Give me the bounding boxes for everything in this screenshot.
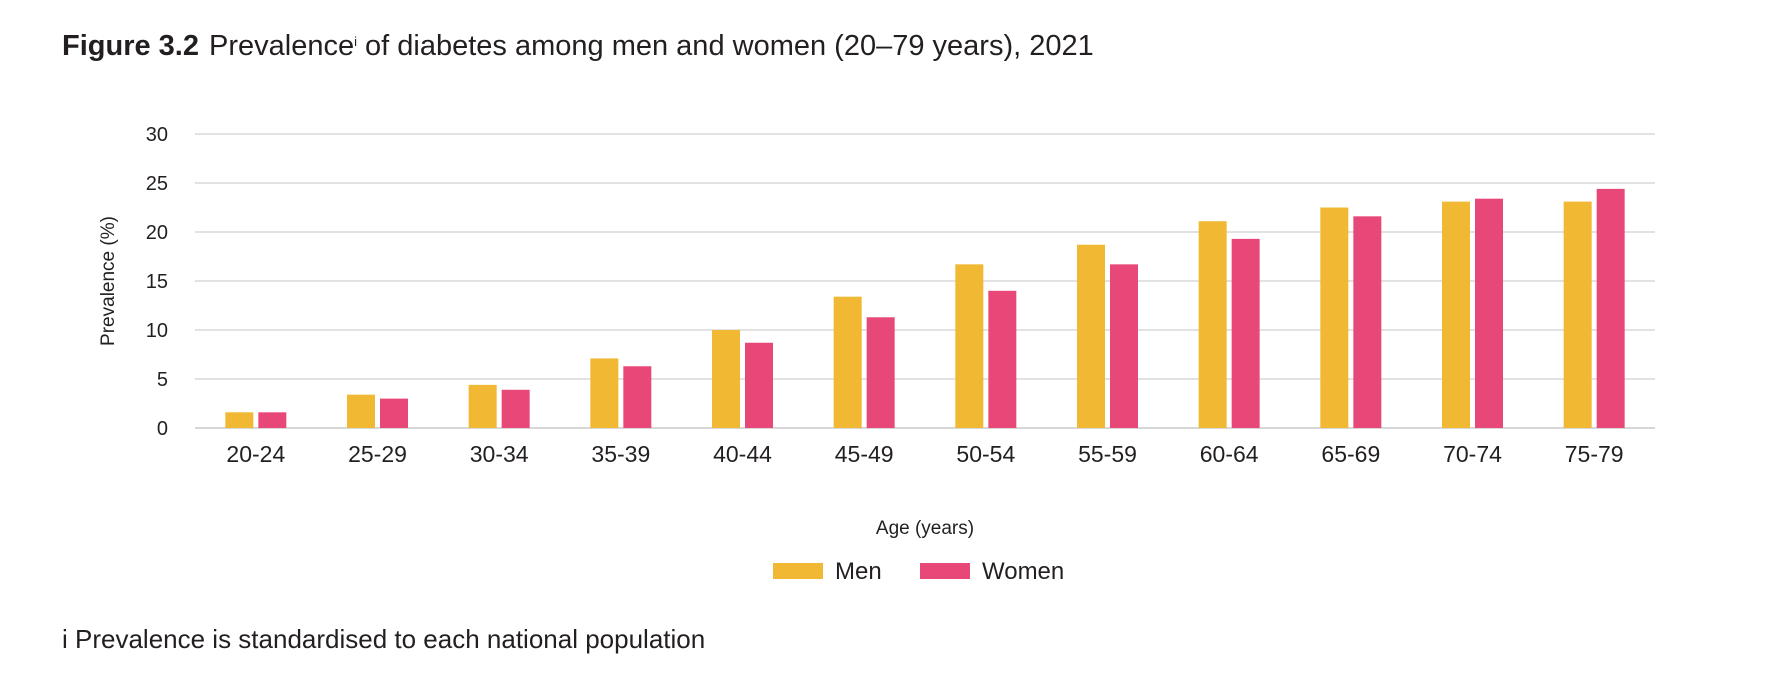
bar-women-65-69 <box>1353 216 1382 428</box>
figure-title: Figure 3.2 Prevalencei of diabetes among … <box>62 30 1094 63</box>
legend-label-women: Women <box>982 558 1064 585</box>
x-tick-label: 50-54 <box>956 441 1015 467</box>
y-tick-label: 0 <box>157 418 168 440</box>
y-axis-label: Prevalence (%) <box>98 216 119 346</box>
y-tick-label: 25 <box>146 173 168 195</box>
bar-women-50-54 <box>988 290 1017 428</box>
bars <box>225 188 1625 428</box>
legend-swatch-women <box>920 563 970 579</box>
bar-men-65-69 <box>1320 207 1349 428</box>
y-tick-label: 10 <box>146 320 168 342</box>
x-tick-label: 55-59 <box>1078 441 1137 467</box>
bar-men-25-29 <box>347 394 375 428</box>
bar-men-45-49 <box>833 296 862 428</box>
bar-women-45-49 <box>866 317 895 428</box>
y-tick-label: 15 <box>146 271 168 293</box>
x-tick-label: 45-49 <box>835 441 894 467</box>
bar-men-70-74 <box>1442 201 1470 428</box>
bar-men-75-79 <box>1563 201 1592 428</box>
x-axis-ticks: 20-24 25-29 30-34 35-39 40-44 45-49 50-54 55-59… <box>226 441 1623 467</box>
bar-women-55-59 <box>1110 264 1138 428</box>
bar-men-20-24 <box>225 412 254 428</box>
bar-women-20-24 <box>258 412 287 428</box>
bar-women-75-79 <box>1596 188 1625 428</box>
x-axis-label: Age (years) <box>876 518 974 539</box>
footnote: i Prevalence is standardised to each nat… <box>62 624 706 654</box>
y-tick-label: 5 <box>157 369 168 391</box>
x-tick-label: 25-29 <box>348 441 407 467</box>
bar-men-35-39 <box>590 358 619 428</box>
y-tick-label: 30 <box>146 124 168 146</box>
figure-label: Figure 3.2 <box>62 30 199 62</box>
bar-men-30-34 <box>468 384 497 428</box>
x-tick-label: 20-24 <box>226 441 285 467</box>
y-axis-ticks: 0 5 10 15 20 25 30 <box>146 124 168 440</box>
title-main: Prevalence <box>209 30 355 62</box>
bar-women-30-34 <box>501 389 530 428</box>
x-tick-label: 65-69 <box>1321 441 1380 467</box>
grid-lines <box>195 133 1655 429</box>
x-tick-label: 35-39 <box>591 441 650 467</box>
x-tick-label: 30-34 <box>470 441 529 467</box>
legend-swatch-men <box>773 563 823 579</box>
bar-women-40-44 <box>745 342 773 428</box>
x-tick-label: 40-44 <box>713 441 772 467</box>
bar-men-50-54 <box>955 264 984 428</box>
x-tick-label: 70-74 <box>1443 441 1502 467</box>
bar-men-40-44 <box>712 330 740 428</box>
bar-women-35-39 <box>623 366 652 428</box>
legend: Men Women <box>773 558 1064 585</box>
bar-women-70-74 <box>1475 198 1503 428</box>
bar-men-60-64 <box>1198 221 1227 428</box>
title-superscript: i <box>354 34 357 49</box>
legend-label-men: Men <box>835 558 882 585</box>
x-tick-label: 75-79 <box>1565 441 1624 467</box>
bar-women-60-64 <box>1231 238 1260 428</box>
bar-women-25-29 <box>380 398 408 428</box>
title-rest: of diabetes among men and women (20–79 y… <box>356 30 1094 62</box>
x-tick-label: 60-64 <box>1200 441 1259 467</box>
y-tick-label: 20 <box>146 222 168 244</box>
bar-men-55-59 <box>1077 244 1105 428</box>
